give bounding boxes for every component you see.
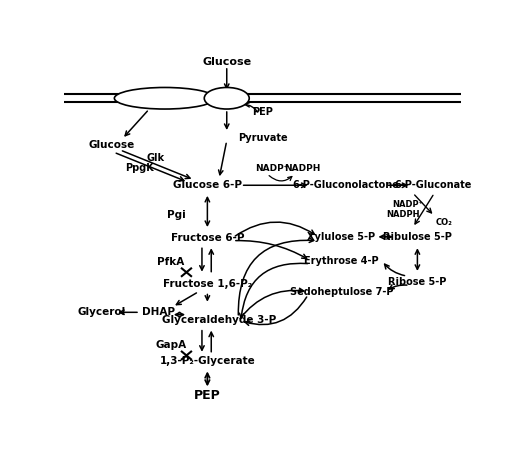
Text: Glucose 6-P: Glucose 6-P (173, 180, 242, 190)
Text: Ribulose 5-P: Ribulose 5-P (383, 232, 452, 242)
Text: NADP⁺: NADP⁺ (255, 164, 288, 173)
Text: PpgK: PpgK (125, 164, 154, 173)
Text: Glyceraldehyde 3-P: Glyceraldehyde 3-P (162, 315, 276, 325)
Text: PTS: PTS (216, 93, 238, 103)
Text: PEP: PEP (252, 107, 273, 117)
Text: Xylulose 5-P: Xylulose 5-P (307, 232, 375, 242)
Text: Ribose 5-P: Ribose 5-P (388, 276, 446, 286)
Text: Fructose 1,6-P₂: Fructose 1,6-P₂ (163, 279, 252, 289)
Text: Glucose: Glucose (89, 140, 135, 150)
Ellipse shape (204, 87, 249, 109)
Ellipse shape (114, 87, 215, 109)
Text: Glycerol: Glycerol (77, 307, 125, 317)
Text: IolT1/IolT2: IolT1/IolT2 (138, 94, 191, 103)
Text: Glucose: Glucose (202, 57, 251, 67)
Text: Pyruvate: Pyruvate (239, 133, 288, 143)
Text: CO₂: CO₂ (435, 218, 452, 226)
Text: Pgi: Pgi (167, 210, 186, 220)
Text: Sedoheptulose 7-P: Sedoheptulose 7-P (290, 286, 393, 297)
Text: NADP⁺: NADP⁺ (392, 200, 423, 209)
Text: Fructose 6-P: Fructose 6-P (170, 233, 244, 243)
Text: 6-P-Gluconate: 6-P-Gluconate (394, 180, 472, 190)
Text: DHAP: DHAP (142, 307, 175, 317)
Text: Glk: Glk (146, 153, 164, 164)
Text: 1,3-P₂-Glycerate: 1,3-P₂-Glycerate (160, 356, 255, 366)
Text: PEP: PEP (194, 389, 221, 402)
Text: PfkA: PfkA (157, 257, 184, 267)
Text: 6-P-Gluconolactone: 6-P-Gluconolactone (292, 180, 399, 190)
Text: GapA: GapA (155, 340, 186, 351)
Text: NADPH: NADPH (387, 210, 420, 219)
Text: NADPH: NADPH (285, 164, 321, 173)
Text: Erythrose 4-P: Erythrose 4-P (304, 256, 379, 266)
